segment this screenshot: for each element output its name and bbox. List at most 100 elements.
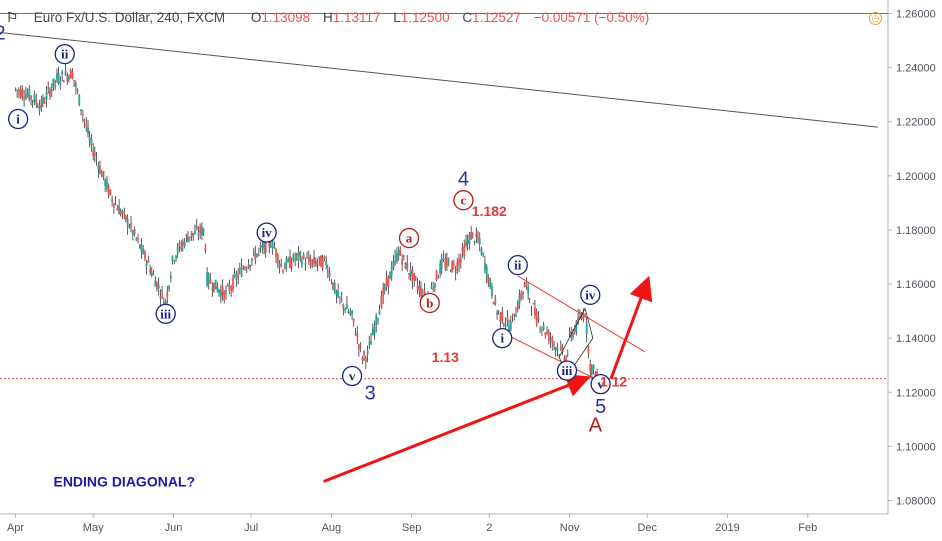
candle-body	[242, 268, 245, 270]
candle-body	[511, 313, 514, 316]
candle-body	[440, 258, 443, 269]
candle-body	[356, 333, 359, 337]
candle-body	[202, 228, 205, 233]
candle-body	[558, 354, 561, 356]
candle-body	[92, 150, 95, 156]
candle-body	[542, 325, 545, 330]
candle-body	[30, 96, 32, 100]
candle-body	[87, 127, 89, 134]
candle-body	[185, 235, 188, 237]
candle-body	[468, 234, 471, 245]
candle-body	[556, 347, 559, 350]
candle-body	[368, 342, 371, 344]
candle-body	[482, 253, 485, 255]
wave-label-circle	[492, 328, 513, 349]
candle-body	[64, 70, 67, 75]
x-tick-label: 2	[486, 522, 492, 534]
candle-body	[546, 331, 548, 334]
candle-body	[330, 282, 333, 283]
candle-body	[181, 242, 184, 245]
candle-body	[287, 258, 290, 262]
candle-body	[484, 262, 486, 271]
candle-body	[575, 321, 578, 331]
candle-body	[487, 276, 490, 283]
candle-body	[100, 172, 103, 177]
candle-body	[168, 285, 170, 290]
candle-body	[459, 257, 462, 263]
candle-body	[309, 261, 312, 267]
candle-body	[396, 253, 398, 262]
wave-label-iii: iii	[562, 363, 573, 378]
candle-body	[14, 88, 17, 90]
candle-body	[163, 301, 165, 306]
candle-body	[323, 256, 326, 259]
open-label: O	[250, 10, 262, 25]
candle-body	[385, 278, 388, 287]
candle-body	[38, 105, 41, 111]
candle-body	[138, 244, 141, 248]
candle-body	[515, 314, 517, 317]
candle-body	[351, 310, 353, 315]
candle-body	[126, 218, 129, 227]
candle-body	[585, 323, 588, 335]
candle-body	[199, 226, 202, 233]
alert-flag-icon[interactable]: ⚐	[6, 10, 19, 25]
candle-body	[387, 275, 390, 287]
candle-body	[547, 331, 550, 341]
wave-degree-label: A	[589, 415, 603, 437]
wave-label-v: v	[349, 369, 356, 384]
candle-body	[401, 258, 403, 265]
price-target-label: 1.182	[472, 203, 507, 219]
candle-body	[225, 290, 227, 294]
candle-body	[140, 244, 143, 252]
candle-body	[219, 290, 222, 298]
candle-body	[197, 233, 200, 235]
candle-body	[596, 372, 598, 376]
wave-label-a: a	[406, 231, 413, 246]
candle-body	[123, 210, 126, 212]
x-tick-label: Sep	[402, 522, 422, 534]
symbol-title[interactable]: Euro Fx/U.S. Dollar, 240, FXCM	[33, 10, 226, 25]
candle-body	[149, 268, 152, 273]
wave-label-ii: ii	[514, 258, 522, 273]
candle-body	[592, 365, 595, 370]
candle-body	[268, 239, 271, 246]
candle-body	[563, 357, 566, 362]
candle-body	[252, 250, 255, 253]
candle-body	[454, 272, 457, 273]
candle-body	[506, 317, 509, 321]
candle-body	[406, 262, 409, 271]
candle-body	[311, 259, 314, 262]
alert-clock-icon[interactable]: ◷	[869, 12, 882, 25]
wave-degree-label: 5	[595, 396, 606, 418]
candle-body	[471, 232, 474, 234]
channel-lower-line	[496, 329, 601, 382]
candle-body	[249, 265, 252, 267]
candle-body	[382, 288, 385, 297]
candle-body	[373, 326, 376, 335]
candle-body	[449, 270, 452, 272]
candle-body	[57, 73, 60, 83]
candle-body	[347, 311, 350, 313]
candle-body	[61, 71, 64, 75]
candle-body	[337, 290, 340, 298]
candle-body	[18, 89, 20, 92]
candle-body	[113, 203, 115, 208]
candle-body	[71, 71, 74, 79]
candle-body	[106, 180, 108, 189]
candle-body	[525, 282, 528, 285]
price-target-label: 1.13	[432, 349, 459, 365]
candle-body	[321, 258, 324, 269]
candle-body	[297, 251, 300, 261]
candle-body	[118, 205, 120, 215]
candle-body	[212, 282, 215, 292]
candle-body	[83, 119, 86, 121]
candle-body	[553, 343, 555, 346]
open-value: 1.13098	[261, 10, 311, 25]
x-tick-label: Jun	[165, 522, 183, 534]
candle-body	[294, 258, 297, 260]
candle-body	[154, 279, 157, 287]
candle-body	[466, 240, 469, 244]
